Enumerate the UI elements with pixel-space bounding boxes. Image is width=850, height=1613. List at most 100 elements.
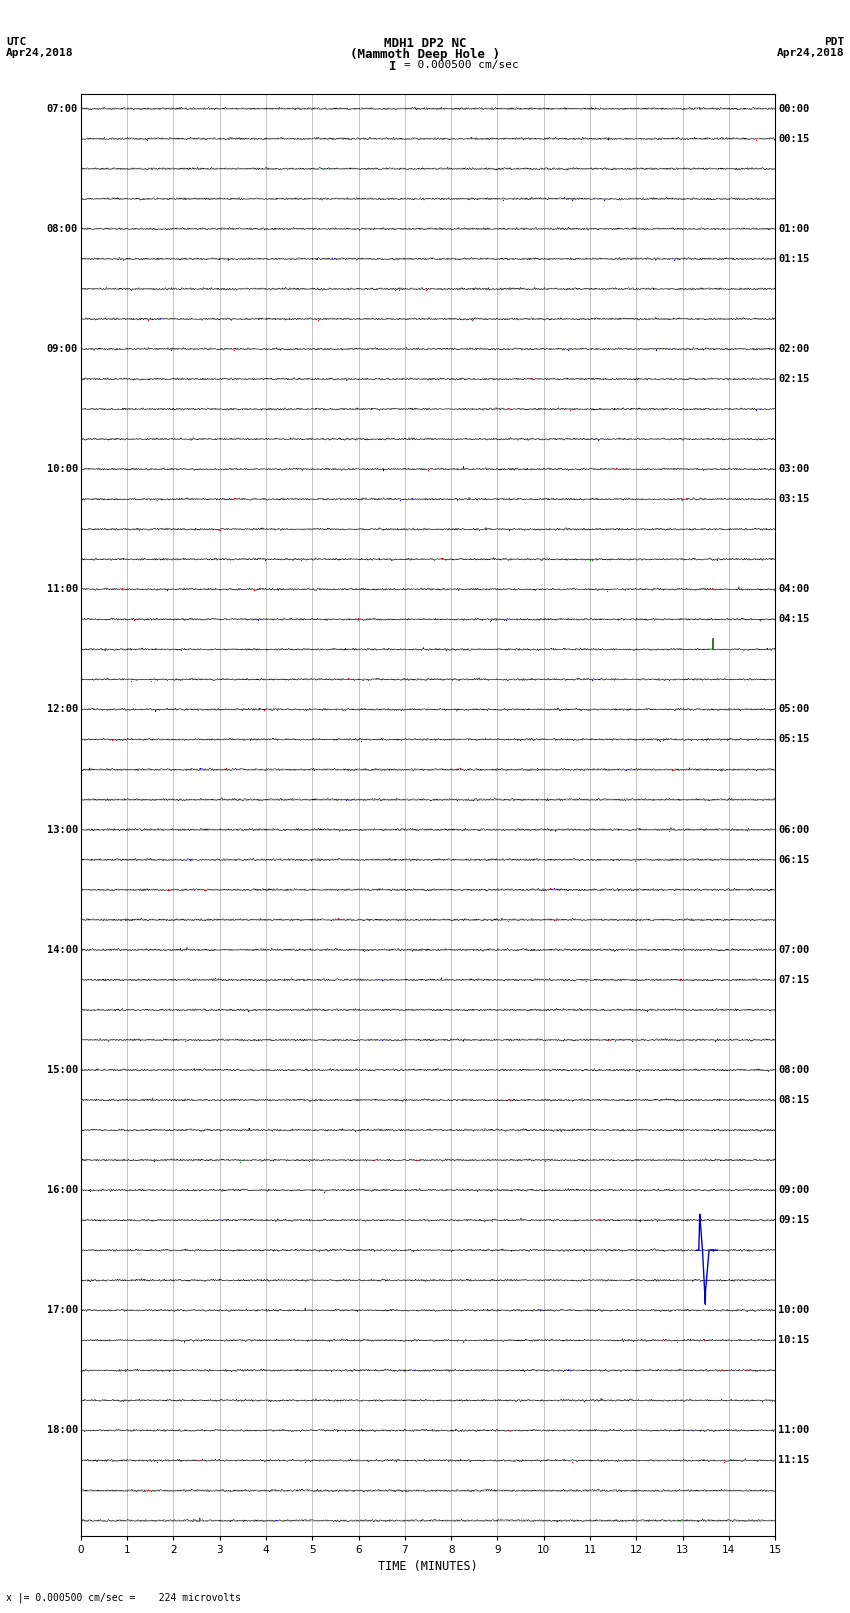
Point [404, 1327, 417, 1353]
Point [650, 1208, 664, 1234]
Text: 00:15: 00:15 [778, 134, 809, 144]
Point [502, 1418, 515, 1444]
Text: 15:00: 15:00 [47, 1065, 78, 1074]
Point [354, 727, 368, 753]
Point [400, 1447, 413, 1473]
Point [286, 1116, 299, 1142]
Point [97, 124, 110, 150]
Text: 13:00: 13:00 [47, 824, 78, 834]
Point [144, 668, 157, 694]
Point [356, 936, 370, 961]
Point [192, 1147, 206, 1173]
Point [759, 516, 773, 542]
Text: UTC: UTC [6, 37, 26, 47]
Point [585, 666, 598, 692]
Point [348, 1118, 361, 1144]
Point [684, 1357, 698, 1382]
Point [115, 574, 128, 600]
Point [576, 515, 590, 540]
Point [654, 456, 667, 482]
Point [214, 276, 228, 302]
Point [454, 1447, 468, 1473]
Point [388, 277, 401, 303]
Text: Apr24,2018: Apr24,2018 [6, 48, 73, 58]
Point [296, 966, 309, 992]
Point [141, 308, 155, 334]
Point [658, 1327, 672, 1353]
Point [261, 636, 275, 661]
Point [739, 1357, 752, 1382]
Point [252, 306, 265, 332]
Point [83, 1179, 97, 1205]
Text: 12:00: 12:00 [47, 705, 78, 715]
Point [601, 1027, 615, 1053]
Point [491, 366, 505, 392]
Point [252, 606, 265, 632]
Point [750, 127, 763, 153]
Point [467, 937, 480, 963]
Text: 11:15: 11:15 [778, 1455, 809, 1466]
Point [666, 756, 679, 782]
Point [141, 1476, 155, 1502]
Point [592, 427, 605, 453]
Point [649, 337, 662, 363]
Point [303, 1148, 316, 1174]
Point [247, 666, 261, 692]
Text: x |= 0.000500 cm/sec =    224 microvolts: x |= 0.000500 cm/sec = 224 microvolts [6, 1592, 241, 1603]
Text: 08:00: 08:00 [778, 1065, 809, 1074]
Point [366, 637, 380, 663]
Point [99, 966, 112, 992]
Point [405, 395, 419, 421]
Text: MDH1 DP2 NC: MDH1 DP2 NC [383, 37, 467, 50]
Point [288, 95, 302, 121]
Point [721, 727, 734, 753]
Point [502, 395, 515, 421]
Point [615, 1479, 628, 1505]
Text: 03:00: 03:00 [778, 465, 809, 474]
Point [766, 1418, 779, 1444]
Point [200, 247, 213, 273]
Point [173, 1147, 187, 1173]
Point [464, 126, 478, 152]
Point [136, 1357, 150, 1382]
Point [116, 247, 130, 273]
Point [384, 547, 398, 573]
Point [438, 697, 451, 723]
Point [673, 1508, 687, 1534]
Point [227, 337, 241, 363]
Point [126, 876, 139, 902]
Point [326, 245, 340, 271]
Text: 08:15: 08:15 [778, 1095, 809, 1105]
Point [215, 1208, 229, 1234]
Point [375, 968, 388, 994]
Point [116, 545, 129, 571]
Point [212, 518, 226, 544]
Point [317, 1179, 331, 1205]
Point [84, 845, 98, 871]
Point [389, 1448, 403, 1474]
Point [466, 308, 479, 334]
X-axis label: TIME (MINUTES): TIME (MINUTES) [378, 1560, 478, 1573]
Point [154, 486, 167, 511]
Point [434, 94, 448, 119]
Point [761, 636, 774, 661]
Point [496, 187, 510, 213]
Point [357, 937, 371, 963]
Point [247, 577, 261, 603]
Point [720, 845, 734, 871]
Point [210, 95, 224, 121]
Point [697, 1327, 711, 1353]
Point [223, 1479, 236, 1505]
Point [96, 908, 110, 934]
Point [393, 277, 406, 303]
Point [681, 1416, 694, 1442]
Text: 02:00: 02:00 [778, 344, 809, 353]
Point [382, 937, 396, 963]
Point [602, 1057, 615, 1082]
Point [356, 1478, 370, 1503]
Point [161, 877, 174, 903]
Point [706, 1239, 720, 1265]
Point [312, 1237, 326, 1263]
Text: 10:15: 10:15 [778, 1336, 809, 1345]
Point [768, 518, 782, 544]
